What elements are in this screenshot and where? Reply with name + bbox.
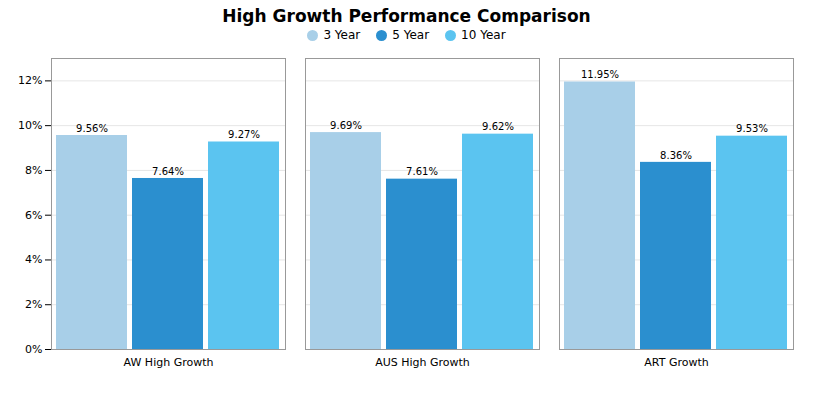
svg-text:9.69%: 9.69% [330, 120, 362, 131]
svg-text:12%: 12% [18, 74, 42, 87]
svg-text:9.56%: 9.56% [76, 123, 108, 134]
svg-text:9.27%: 9.27% [228, 129, 260, 140]
html-text:10 Year: 10 Year [461, 28, 506, 42]
svg-text:9.53%: 9.53% [736, 123, 768, 134]
svg-text:9.62%: 9.62% [482, 121, 514, 132]
svg-text:7.64%: 7.64% [152, 166, 184, 177]
html-text:High Growth Performance Compar: High Growth Performance Comparison [222, 6, 591, 26]
svg-text:7.61%: 7.61% [406, 166, 438, 177]
svg-text:6%: 6% [25, 209, 42, 222]
html-text:3 Year: 3 Year [323, 28, 361, 42]
svg-text:ART Growth: ART Growth [644, 356, 708, 369]
svg-text:11.95%: 11.95% [581, 69, 619, 80]
svg-text:AW High Growth: AW High Growth [124, 356, 214, 369]
svg-text:4%: 4% [25, 253, 42, 266]
svg-text:AUS High Growth: AUS High Growth [375, 356, 470, 369]
svg-text:8.36%: 8.36% [660, 150, 692, 161]
svg-text:10%: 10% [18, 119, 42, 132]
svg-text:8%: 8% [25, 164, 42, 177]
html-text:5 Year: 5 Year [392, 28, 430, 42]
svg-text:0%: 0% [25, 343, 42, 356]
svg-text:2%: 2% [25, 298, 42, 311]
